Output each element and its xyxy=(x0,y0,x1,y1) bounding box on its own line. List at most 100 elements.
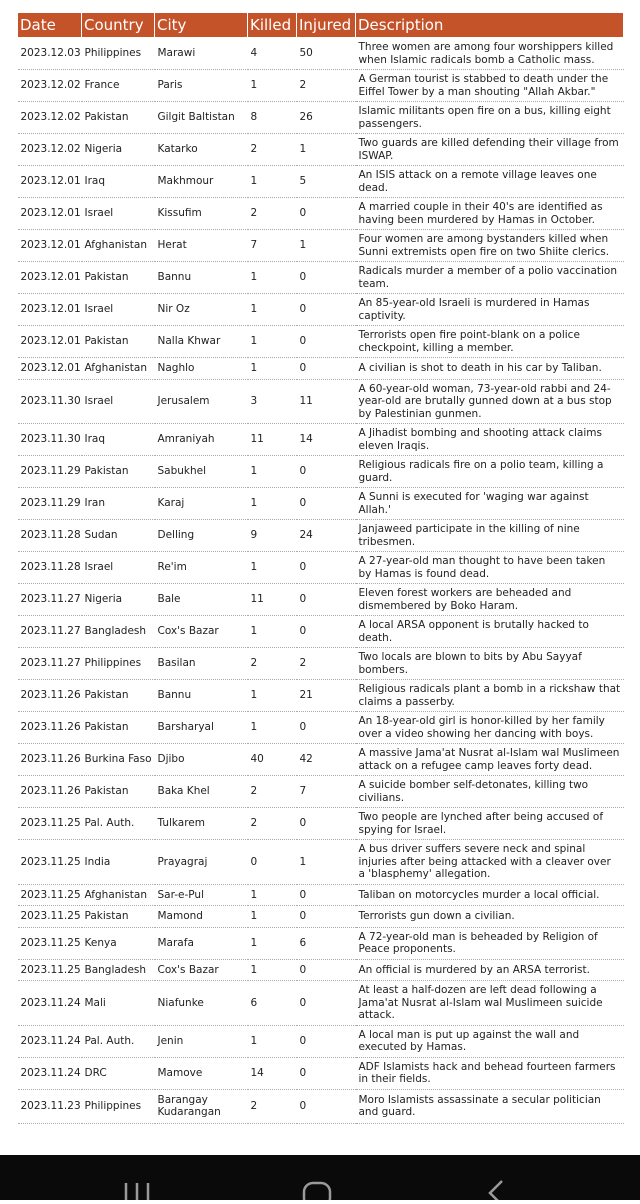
description-cell: Islamic militants open fire on a bus, ki… xyxy=(355,101,624,134)
description-cell: A bus driver suffers severe neck and spi… xyxy=(355,839,624,885)
injured-cell: 7 xyxy=(296,775,356,808)
table-row: 2023.11.25 Pal. Auth. Tulkarem 2 0 Two people… xyxy=(17,807,624,840)
injured-cell: 0 xyxy=(296,615,356,648)
city-cell: Katarko xyxy=(154,133,248,166)
date-cell: 2023.11.25 xyxy=(17,839,82,885)
killed-cell: 1 xyxy=(247,293,297,326)
killed-cell: 2 xyxy=(247,1089,297,1124)
injured-cell: 0 xyxy=(296,487,356,520)
city-cell: Sar-e-Pul xyxy=(154,884,248,906)
country-cell: Afghanistan xyxy=(81,357,155,380)
description-cell: A 72-year-old man is beheaded by Religio… xyxy=(355,927,624,960)
killed-cell: 1 xyxy=(247,884,297,906)
city-cell: Sabukhel xyxy=(154,455,248,488)
description-cell: Terrorists gun down a civilian. xyxy=(355,905,624,928)
injured-cell: 0 xyxy=(296,1057,356,1090)
country-cell: Nigeria xyxy=(81,583,155,616)
city-cell: Prayagraj xyxy=(154,839,248,885)
date-cell: 2023.12.01 xyxy=(17,229,82,262)
description-cell: Radicals murder a member of a polio vacc… xyxy=(355,261,624,294)
date-cell: 2023.11.25 xyxy=(17,905,82,928)
column-header: Description xyxy=(355,12,624,38)
description-cell: A married couple in their 40's are ident… xyxy=(355,197,624,230)
injured-cell: 0 xyxy=(296,357,356,380)
date-cell: 2023.11.27 xyxy=(17,583,82,616)
killed-cell: 2 xyxy=(247,647,297,680)
description-cell: Two locals are blown to bits by Abu Sayy… xyxy=(355,647,624,680)
killed-cell: 2 xyxy=(247,775,297,808)
table-row: 2023.11.26 Burkina Faso Djibo 40 42 A massive… xyxy=(17,743,624,776)
description-cell: A massive Jama'at Nusrat al-Islam wal Mu… xyxy=(355,743,624,776)
description-cell: Janjaweed participate in the killing of … xyxy=(355,519,624,552)
navigation-bar xyxy=(0,1155,640,1204)
country-cell: Israel xyxy=(81,379,155,424)
description-cell: An 85-year-old Israeli is murdered in Ha… xyxy=(355,293,624,326)
description-cell: Religious radicals fire on a polio team,… xyxy=(355,455,624,488)
injured-cell: 0 xyxy=(296,551,356,584)
injured-cell: 0 xyxy=(296,583,356,616)
injured-cell: 2 xyxy=(296,647,356,680)
description-cell: Four women are among bystanders killed w… xyxy=(355,229,624,262)
city-cell: Cox's Bazar xyxy=(154,959,248,981)
date-cell: 2023.11.27 xyxy=(17,647,82,680)
city-cell: Delling xyxy=(154,519,248,552)
injured-cell: 0 xyxy=(296,980,356,1026)
injured-cell: 0 xyxy=(296,293,356,326)
country-cell: Pakistan xyxy=(81,101,155,134)
date-cell: 2023.11.23 xyxy=(17,1089,82,1124)
country-cell: Bangladesh xyxy=(81,959,155,981)
country-cell: Pakistan xyxy=(81,325,155,358)
table-row: 2023.11.25 Pakistan Mamond 1 0 Terrorists gun… xyxy=(17,905,624,928)
killed-cell: 3 xyxy=(247,379,297,424)
injured-cell: 24 xyxy=(296,519,356,552)
killed-cell: 1 xyxy=(247,165,297,198)
country-cell: Israel xyxy=(81,293,155,326)
injured-cell: 50 xyxy=(296,37,356,70)
nav-icons xyxy=(124,1180,503,1204)
city-cell: Cox's Bazar xyxy=(154,615,248,648)
injured-cell: 5 xyxy=(296,165,356,198)
date-cell: 2023.12.01 xyxy=(17,357,82,380)
city-cell: Baka Khel xyxy=(154,775,248,808)
injured-cell: 42 xyxy=(296,743,356,776)
table-row: 2023.11.30 Israel Jerusalem 3 11 A 60-year-ol… xyxy=(17,379,624,424)
table-row: 2023.11.23 Philippines Barangay Kudarangan… xyxy=(17,1089,624,1124)
date-cell: 2023.11.25 xyxy=(17,807,82,840)
table-row: 2023.11.24 Mali Niafunke 6 0 At least a half-… xyxy=(17,980,624,1026)
country-cell: Philippines xyxy=(81,1089,155,1124)
killed-cell: 1 xyxy=(247,455,297,488)
date-cell: 2023.11.26 xyxy=(17,679,82,712)
killed-cell: 11 xyxy=(247,583,297,616)
injured-cell: 0 xyxy=(296,197,356,230)
column-header: Killed xyxy=(247,12,297,38)
injured-cell: 0 xyxy=(296,261,356,294)
country-cell: Philippines xyxy=(81,647,155,680)
description-cell: Moro Islamists assassinate a secular pol… xyxy=(355,1089,624,1124)
country-cell: Pakistan xyxy=(81,261,155,294)
city-cell: Bannu xyxy=(154,261,248,294)
injured-cell: 0 xyxy=(296,807,356,840)
killed-cell: 0 xyxy=(247,839,297,885)
killed-cell: 11 xyxy=(247,423,297,456)
city-cell: Barsharyal xyxy=(154,711,248,744)
date-cell: 2023.12.01 xyxy=(17,325,82,358)
date-cell: 2023.12.01 xyxy=(17,165,82,198)
incident-table: Date Country City Killed Injured Description … xyxy=(17,12,624,1124)
description-cell: An official is murdered by an ARSA terro… xyxy=(355,959,624,981)
country-cell: Kenya xyxy=(81,927,155,960)
injured-cell: 0 xyxy=(296,884,356,906)
table-row: 2023.11.26 Pakistan Bannu 1 21 Religious radi… xyxy=(17,679,624,712)
city-cell: Amraniyah xyxy=(154,423,248,456)
city-cell: Mamond xyxy=(154,905,248,928)
date-cell: 2023.12.01 xyxy=(17,197,82,230)
injured-cell: 26 xyxy=(296,101,356,134)
country-cell: Iran xyxy=(81,487,155,520)
country-cell: India xyxy=(81,839,155,885)
city-cell: Bale xyxy=(154,583,248,616)
home-button[interactable] xyxy=(302,1181,332,1204)
description-cell: Three women are among four worshippers k… xyxy=(355,37,624,70)
back-button[interactable] xyxy=(488,1180,503,1204)
date-cell: 2023.12.02 xyxy=(17,133,82,166)
table-row: 2023.11.29 Pakistan Sabukhel 1 0 Religious ra… xyxy=(17,455,624,488)
